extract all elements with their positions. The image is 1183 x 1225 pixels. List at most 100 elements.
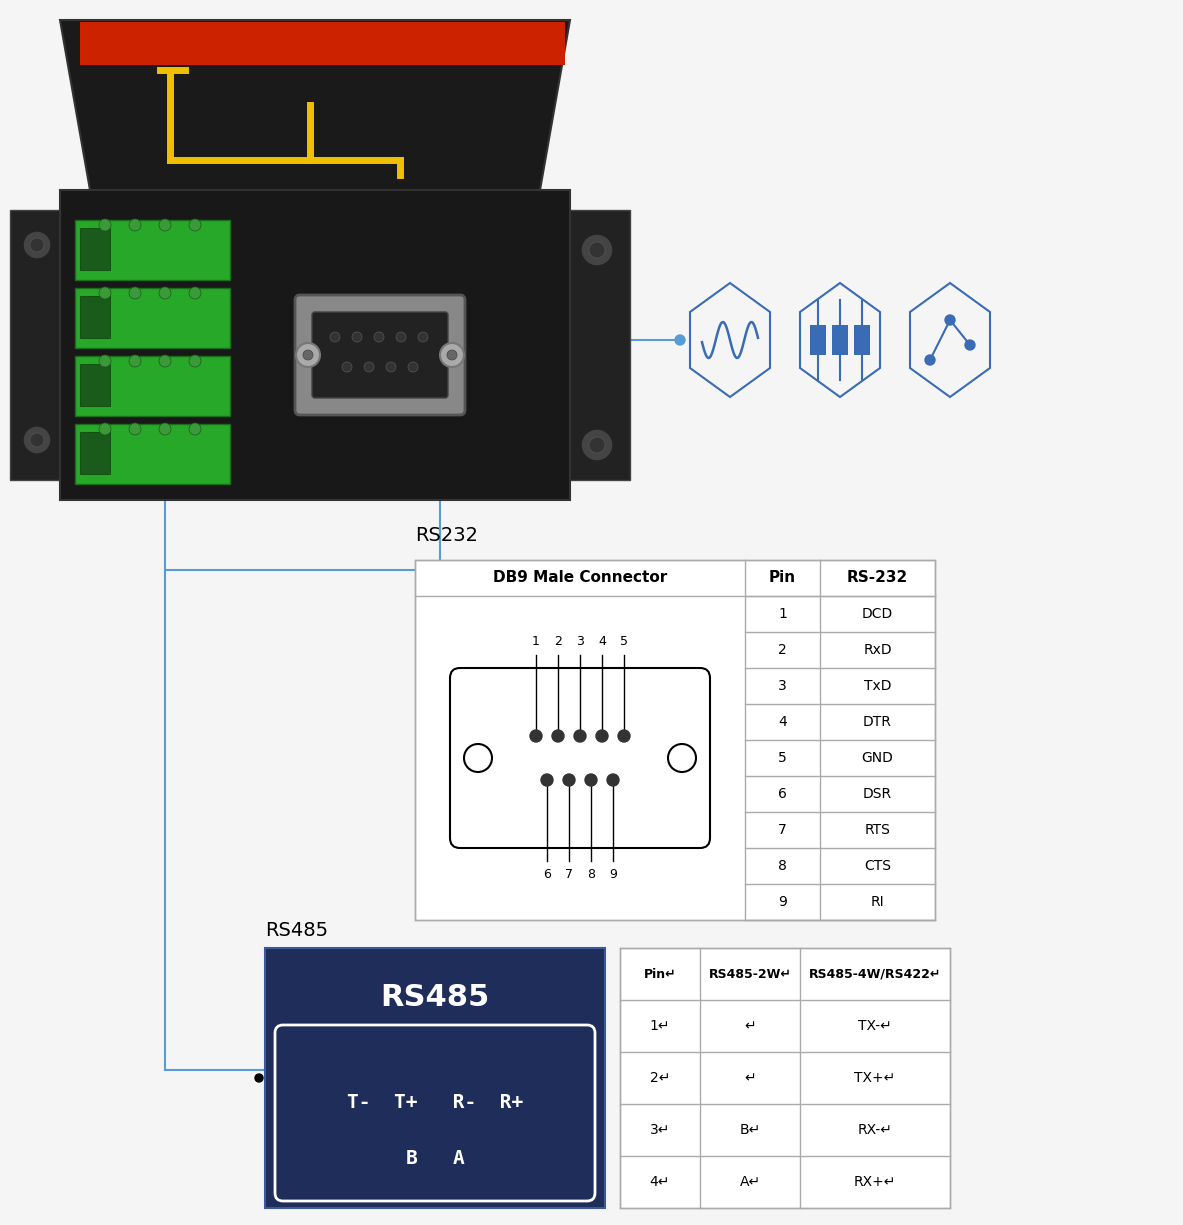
Text: RS485-2W↵: RS485-2W↵	[709, 968, 791, 980]
Polygon shape	[60, 20, 570, 190]
Circle shape	[189, 219, 201, 232]
Text: GND: GND	[861, 751, 893, 764]
Text: 1: 1	[532, 635, 539, 648]
FancyBboxPatch shape	[80, 364, 110, 405]
Text: B   A: B A	[406, 1149, 465, 1167]
Text: DB9 Male Connector: DB9 Male Connector	[493, 571, 667, 586]
Circle shape	[581, 234, 613, 266]
Circle shape	[296, 343, 319, 368]
Text: 6: 6	[543, 869, 551, 881]
Text: TxD: TxD	[864, 679, 891, 693]
FancyBboxPatch shape	[80, 296, 110, 338]
Circle shape	[440, 343, 464, 368]
Circle shape	[586, 774, 597, 786]
Text: DCD: DCD	[862, 608, 893, 621]
Circle shape	[353, 332, 362, 342]
Text: RTS: RTS	[865, 823, 891, 837]
Text: 3↵: 3↵	[649, 1123, 671, 1137]
Text: 7: 7	[565, 869, 573, 881]
Circle shape	[589, 437, 605, 453]
Text: 2: 2	[778, 643, 787, 657]
Circle shape	[925, 355, 935, 365]
Circle shape	[189, 287, 201, 299]
Text: RS-232: RS-232	[847, 571, 909, 586]
Circle shape	[396, 332, 406, 342]
Text: Pin: Pin	[769, 571, 796, 586]
Circle shape	[374, 332, 384, 342]
FancyBboxPatch shape	[9, 209, 65, 480]
Text: 9: 9	[609, 869, 618, 881]
Circle shape	[342, 363, 353, 372]
Circle shape	[965, 341, 975, 350]
Circle shape	[99, 355, 111, 368]
Circle shape	[552, 730, 564, 742]
Circle shape	[303, 350, 313, 360]
Text: 1: 1	[778, 608, 787, 621]
Circle shape	[408, 363, 418, 372]
Text: ↵: ↵	[744, 1019, 756, 1033]
Circle shape	[159, 355, 172, 368]
Circle shape	[668, 744, 696, 772]
Circle shape	[129, 219, 141, 232]
Text: RX-↵: RX-↵	[858, 1123, 892, 1137]
FancyBboxPatch shape	[810, 325, 826, 355]
Text: RxD: RxD	[864, 643, 892, 657]
Text: 1↵: 1↵	[649, 1019, 671, 1033]
Text: 3: 3	[576, 635, 584, 648]
FancyBboxPatch shape	[565, 209, 631, 480]
Text: 5: 5	[620, 635, 628, 648]
FancyBboxPatch shape	[75, 356, 230, 416]
Circle shape	[22, 232, 51, 258]
Circle shape	[30, 238, 44, 252]
FancyBboxPatch shape	[415, 560, 935, 920]
Circle shape	[129, 423, 141, 435]
Circle shape	[99, 287, 111, 299]
Circle shape	[675, 334, 685, 345]
Text: RS485-4W/RS422↵: RS485-4W/RS422↵	[809, 968, 942, 980]
Text: Pin↵: Pin↵	[644, 968, 677, 980]
Text: T-  T+   R-  R+: T- T+ R- R+	[347, 1094, 523, 1112]
Circle shape	[386, 363, 396, 372]
Circle shape	[159, 287, 172, 299]
FancyBboxPatch shape	[75, 424, 230, 484]
Circle shape	[574, 730, 586, 742]
Text: 2: 2	[554, 635, 562, 648]
Text: 3: 3	[778, 679, 787, 693]
FancyBboxPatch shape	[620, 948, 950, 1208]
Circle shape	[945, 315, 955, 325]
Circle shape	[330, 332, 340, 342]
Text: DSR: DSR	[862, 786, 892, 801]
Text: 4↵: 4↵	[649, 1175, 671, 1189]
Circle shape	[581, 429, 613, 461]
Circle shape	[589, 243, 605, 258]
Text: TX+↵: TX+↵	[854, 1071, 896, 1085]
Text: RS485: RS485	[381, 984, 490, 1013]
Circle shape	[159, 423, 172, 435]
Text: RI: RI	[871, 895, 885, 909]
Text: 2↵: 2↵	[649, 1071, 671, 1085]
Circle shape	[30, 432, 44, 447]
Circle shape	[447, 350, 457, 360]
FancyBboxPatch shape	[265, 948, 605, 1208]
Circle shape	[618, 730, 631, 742]
Text: 8: 8	[778, 859, 787, 873]
Text: B↵: B↵	[739, 1123, 761, 1137]
FancyBboxPatch shape	[80, 228, 110, 270]
Circle shape	[464, 744, 492, 772]
Circle shape	[418, 332, 428, 342]
FancyBboxPatch shape	[75, 220, 230, 281]
Circle shape	[256, 1074, 263, 1082]
Circle shape	[22, 426, 51, 454]
FancyBboxPatch shape	[312, 312, 448, 398]
FancyBboxPatch shape	[274, 1025, 595, 1200]
Circle shape	[189, 423, 201, 435]
Polygon shape	[80, 22, 565, 65]
Circle shape	[99, 219, 111, 232]
Text: 4: 4	[599, 635, 606, 648]
Circle shape	[596, 730, 608, 742]
FancyBboxPatch shape	[295, 295, 465, 415]
Circle shape	[129, 287, 141, 299]
Text: RS232: RS232	[415, 526, 478, 545]
Circle shape	[563, 774, 575, 786]
Text: DTR: DTR	[864, 715, 892, 729]
